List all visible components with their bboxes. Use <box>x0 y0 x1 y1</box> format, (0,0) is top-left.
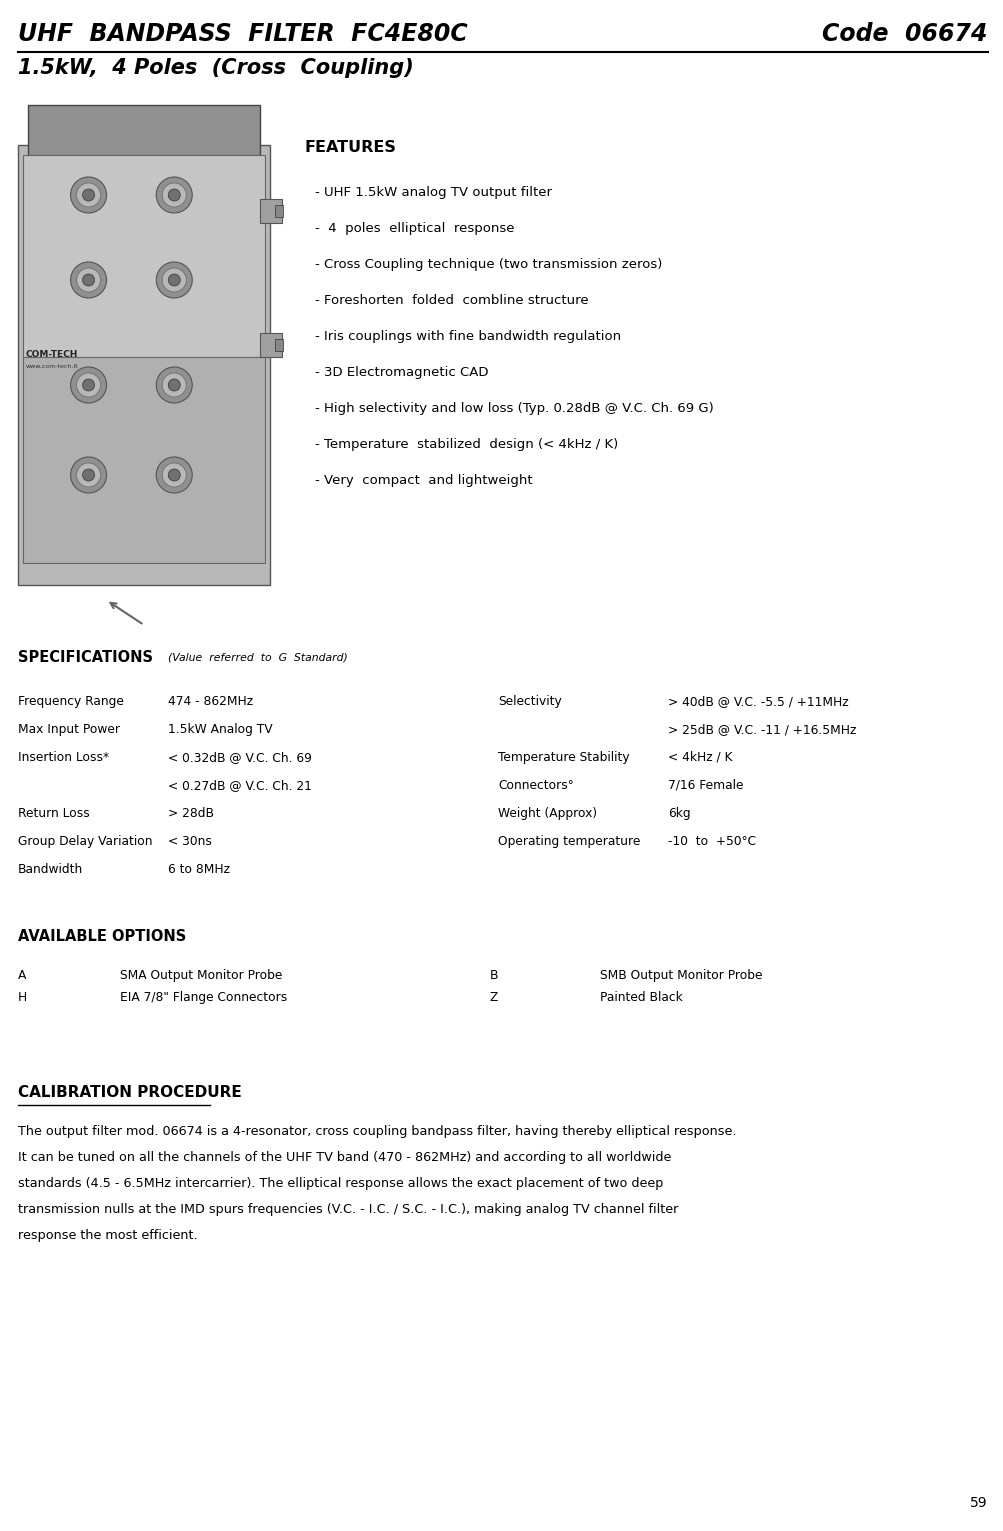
Bar <box>260 334 282 357</box>
Text: - Foreshorten  folded  combline structure: - Foreshorten folded combline structure <box>315 294 588 308</box>
Circle shape <box>82 188 94 201</box>
Text: Weight (Approx): Weight (Approx) <box>497 807 597 821</box>
Circle shape <box>70 178 106 213</box>
Text: > 28dB: > 28dB <box>168 807 214 821</box>
Bar <box>28 106 260 161</box>
Text: www.com-tech.it: www.com-tech.it <box>26 364 78 369</box>
Circle shape <box>70 367 106 403</box>
Circle shape <box>82 468 94 481</box>
Text: B: B <box>489 969 498 981</box>
Text: Operating temperature: Operating temperature <box>497 834 640 848</box>
Text: Group Delay Variation: Group Delay Variation <box>18 834 152 848</box>
Text: 59: 59 <box>970 1496 987 1510</box>
Text: Selectivity: Selectivity <box>497 695 562 707</box>
Text: - Temperature  stabilized  design (< 4kHz / K): - Temperature stabilized design (< 4kHz … <box>315 438 618 452</box>
Text: (Value  referred  to  G  Standard): (Value referred to G Standard) <box>168 652 347 661</box>
Circle shape <box>82 380 94 390</box>
Text: SMA Output Monitor Probe: SMA Output Monitor Probe <box>120 969 282 981</box>
Text: 7/16 Female: 7/16 Female <box>667 779 743 792</box>
Text: standards (4.5 - 6.5MHz intercarrier). The elliptical response allows the exact : standards (4.5 - 6.5MHz intercarrier). T… <box>18 1177 663 1190</box>
Text: UHF  BANDPASS  FILTER  FC4E80C: UHF BANDPASS FILTER FC4E80C <box>18 21 467 46</box>
Text: - Iris couplings with fine bandwidth regulation: - Iris couplings with fine bandwidth reg… <box>315 331 621 343</box>
Text: - Very  compact  and lightweight: - Very compact and lightweight <box>315 475 533 487</box>
Text: - High selectivity and low loss (Typ. 0.28dB @ V.C. Ch. 69 G): - High selectivity and low loss (Typ. 0.… <box>315 403 713 415</box>
Text: < 0.27dB @ V.C. Ch. 21: < 0.27dB @ V.C. Ch. 21 <box>168 779 312 792</box>
Circle shape <box>169 468 181 481</box>
Text: < 30ns: < 30ns <box>168 834 212 848</box>
Circle shape <box>70 456 106 493</box>
Circle shape <box>76 462 100 487</box>
Text: Connectors°: Connectors° <box>497 779 573 792</box>
Text: A: A <box>18 969 26 981</box>
Text: SPECIFICATIONS: SPECIFICATIONS <box>18 651 152 664</box>
Bar <box>260 199 282 222</box>
Bar <box>23 357 265 563</box>
Text: H: H <box>18 991 27 1004</box>
Text: > 40dB @ V.C. -5.5 / +11MHz: > 40dB @ V.C. -5.5 / +11MHz <box>667 695 848 707</box>
Text: CALIBRATION PROCEDURE: CALIBRATION PROCEDURE <box>18 1085 242 1099</box>
Text: EIA 7/8" Flange Connectors: EIA 7/8" Flange Connectors <box>120 991 287 1004</box>
Text: Frequency Range: Frequency Range <box>18 695 123 707</box>
Text: SMB Output Monitor Probe: SMB Output Monitor Probe <box>600 969 761 981</box>
Text: transmission nulls at the IMD spurs frequencies (V.C. - I.C. / S.C. - I.C.), mak: transmission nulls at the IMD spurs freq… <box>18 1203 678 1216</box>
Circle shape <box>162 462 186 487</box>
Text: - 3D Electromagnetic CAD: - 3D Electromagnetic CAD <box>315 366 488 380</box>
Circle shape <box>169 380 181 390</box>
Text: Insertion Loss*: Insertion Loss* <box>18 752 109 764</box>
Bar <box>275 338 283 351</box>
Text: < 0.32dB @ V.C. Ch. 69: < 0.32dB @ V.C. Ch. 69 <box>168 752 312 764</box>
Circle shape <box>156 178 192 213</box>
Bar <box>23 155 265 357</box>
Text: > 25dB @ V.C. -11 / +16.5MHz: > 25dB @ V.C. -11 / +16.5MHz <box>667 723 856 736</box>
Bar <box>18 145 270 585</box>
Text: - UHF 1.5kW analog TV output filter: - UHF 1.5kW analog TV output filter <box>315 185 552 199</box>
Text: 1.5kW Analog TV: 1.5kW Analog TV <box>168 723 273 736</box>
Circle shape <box>169 188 181 201</box>
Circle shape <box>156 456 192 493</box>
Text: Painted Black: Painted Black <box>600 991 682 1004</box>
Text: 6 to 8MHz: 6 to 8MHz <box>168 863 230 876</box>
Text: FEATURES: FEATURES <box>305 139 396 155</box>
Text: Temperature Stability: Temperature Stability <box>497 752 629 764</box>
Text: - Cross Coupling technique (two transmission zeros): - Cross Coupling technique (two transmis… <box>315 259 662 271</box>
Text: Z: Z <box>489 991 497 1004</box>
Text: AVAILABLE OPTIONS: AVAILABLE OPTIONS <box>18 929 187 945</box>
Text: 1.5kW,  4 Poles  (Cross  Coupling): 1.5kW, 4 Poles (Cross Coupling) <box>18 58 413 78</box>
Text: Bandwidth: Bandwidth <box>18 863 83 876</box>
Circle shape <box>162 374 186 397</box>
Text: Return Loss: Return Loss <box>18 807 89 821</box>
Circle shape <box>70 262 106 299</box>
Text: response the most efficient.: response the most efficient. <box>18 1229 198 1242</box>
Circle shape <box>162 184 186 207</box>
Text: The output filter mod. 06674 is a 4-resonator, cross coupling bandpass filter, h: The output filter mod. 06674 is a 4-reso… <box>18 1125 736 1138</box>
Text: -10  to  +50°C: -10 to +50°C <box>667 834 755 848</box>
Circle shape <box>76 268 100 292</box>
Text: < 4kHz / K: < 4kHz / K <box>667 752 732 764</box>
Text: It can be tuned on all the channels of the UHF TV band (470 - 862MHz) and accord: It can be tuned on all the channels of t… <box>18 1151 671 1164</box>
Circle shape <box>76 184 100 207</box>
Text: -  4  poles  elliptical  response: - 4 poles elliptical response <box>315 222 514 234</box>
Circle shape <box>156 367 192 403</box>
Bar <box>275 205 283 216</box>
Circle shape <box>82 274 94 286</box>
Circle shape <box>162 268 186 292</box>
Circle shape <box>169 274 181 286</box>
Text: Code  06674: Code 06674 <box>821 21 987 46</box>
Text: COM-TECH: COM-TECH <box>26 351 78 360</box>
Text: Max Input Power: Max Input Power <box>18 723 120 736</box>
Circle shape <box>156 262 192 299</box>
Circle shape <box>76 374 100 397</box>
Text: 6kg: 6kg <box>667 807 690 821</box>
Text: 474 - 862MHz: 474 - 862MHz <box>168 695 253 707</box>
